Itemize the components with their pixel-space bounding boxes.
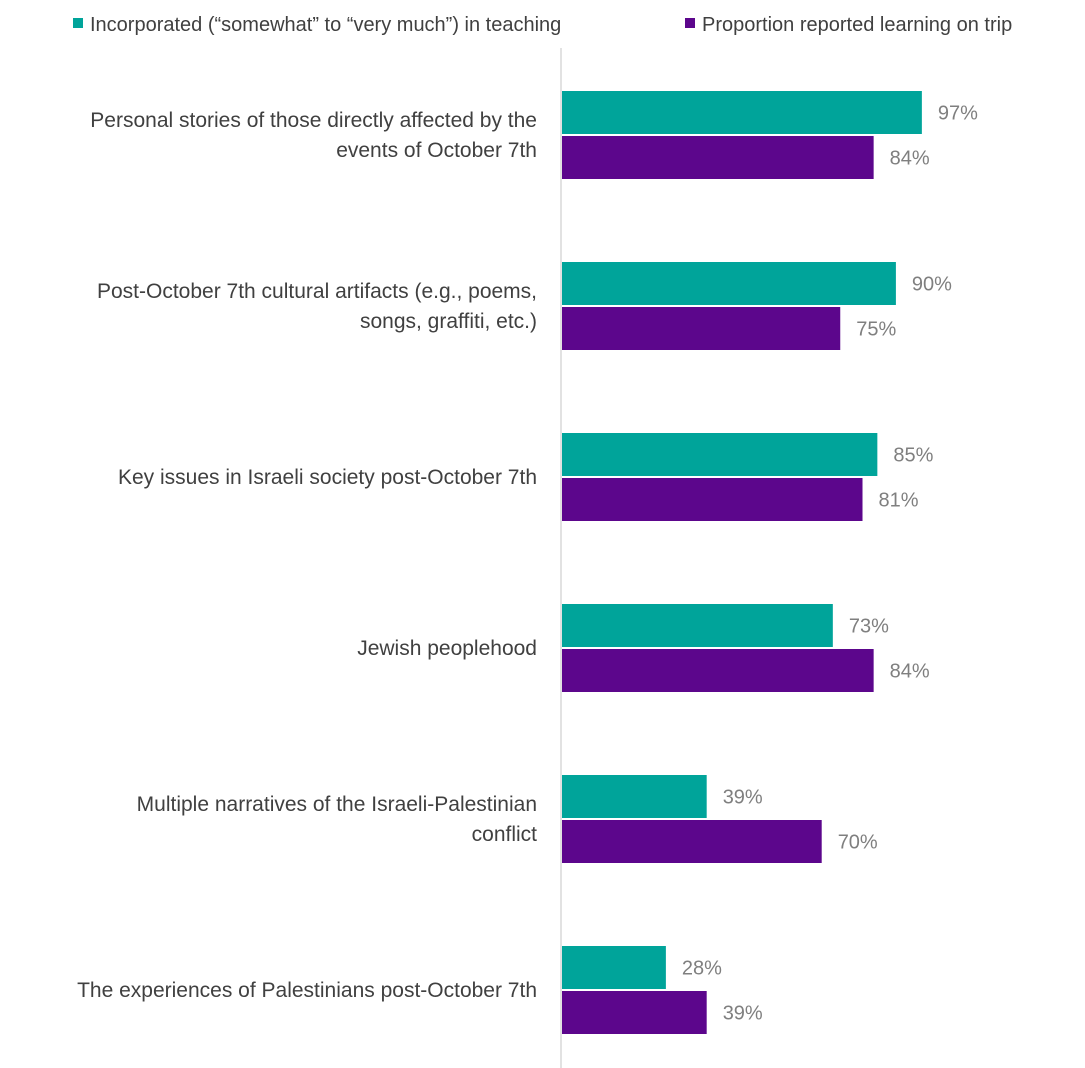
bar-group: Key issues in Israeli society post-Octob… bbox=[118, 433, 934, 521]
category-label: events of October 7th bbox=[336, 139, 537, 162]
bar-group: Jewish peoplehood 73% 84% bbox=[357, 604, 930, 692]
data-label: 39% bbox=[723, 787, 763, 809]
bar-group: Post-October 7th cultural artifacts (e.g… bbox=[97, 262, 952, 350]
data-label: 81% bbox=[879, 490, 919, 512]
legend-label-2: Proportion reported learning on trip bbox=[702, 14, 1012, 36]
bar-series-1 bbox=[562, 262, 896, 305]
bar-series-2 bbox=[562, 820, 822, 863]
bar-group: Multiple narratives of the Israeli-Pales… bbox=[137, 775, 878, 863]
data-label: 97% bbox=[938, 103, 978, 125]
bar-group: The experiences of Palestinians post-Oct… bbox=[77, 946, 763, 1034]
bar-series-1 bbox=[562, 433, 878, 476]
category-label: Personal stories of those directly affec… bbox=[90, 109, 537, 132]
category-label: conflict bbox=[472, 823, 538, 846]
legend-swatch-1 bbox=[73, 18, 83, 28]
legend-label-1: Incorporated (“somewhat” to “very much”)… bbox=[90, 14, 561, 36]
data-label: 84% bbox=[890, 148, 930, 170]
bar-series-1 bbox=[562, 775, 707, 818]
bar-series-1 bbox=[562, 946, 666, 989]
bar-group: Personal stories of those directly affec… bbox=[90, 91, 978, 179]
legend: Incorporated (“somewhat” to “very much”)… bbox=[73, 14, 1012, 36]
legend-swatch-2 bbox=[685, 18, 695, 28]
data-label: 90% bbox=[912, 274, 952, 296]
data-label: 85% bbox=[893, 445, 933, 467]
bar-groups: Personal stories of those directly affec… bbox=[77, 91, 978, 1034]
category-label: Key issues in Israeli society post-Octob… bbox=[118, 466, 537, 489]
bar-series-2 bbox=[562, 649, 874, 692]
category-label: Multiple narratives of the Israeli-Pales… bbox=[137, 793, 537, 816]
data-label: 39% bbox=[723, 1003, 763, 1025]
bar-series-1 bbox=[562, 604, 833, 647]
data-label: 75% bbox=[856, 319, 896, 341]
data-label: 70% bbox=[838, 832, 878, 854]
category-label: The experiences of Palestinians post-Oct… bbox=[77, 979, 537, 1002]
category-label: Jewish peoplehood bbox=[357, 637, 537, 660]
category-label: songs, graffiti, etc.) bbox=[360, 310, 537, 333]
bar-series-1 bbox=[562, 91, 922, 134]
data-label: 73% bbox=[849, 616, 889, 638]
bar-series-2 bbox=[562, 478, 863, 521]
data-label: 84% bbox=[890, 661, 930, 683]
bar-series-2 bbox=[562, 136, 874, 179]
bar-series-2 bbox=[562, 307, 841, 350]
category-label: Post-October 7th cultural artifacts (e.g… bbox=[97, 280, 537, 303]
data-label: 28% bbox=[682, 958, 722, 980]
bar-series-2 bbox=[562, 991, 707, 1034]
